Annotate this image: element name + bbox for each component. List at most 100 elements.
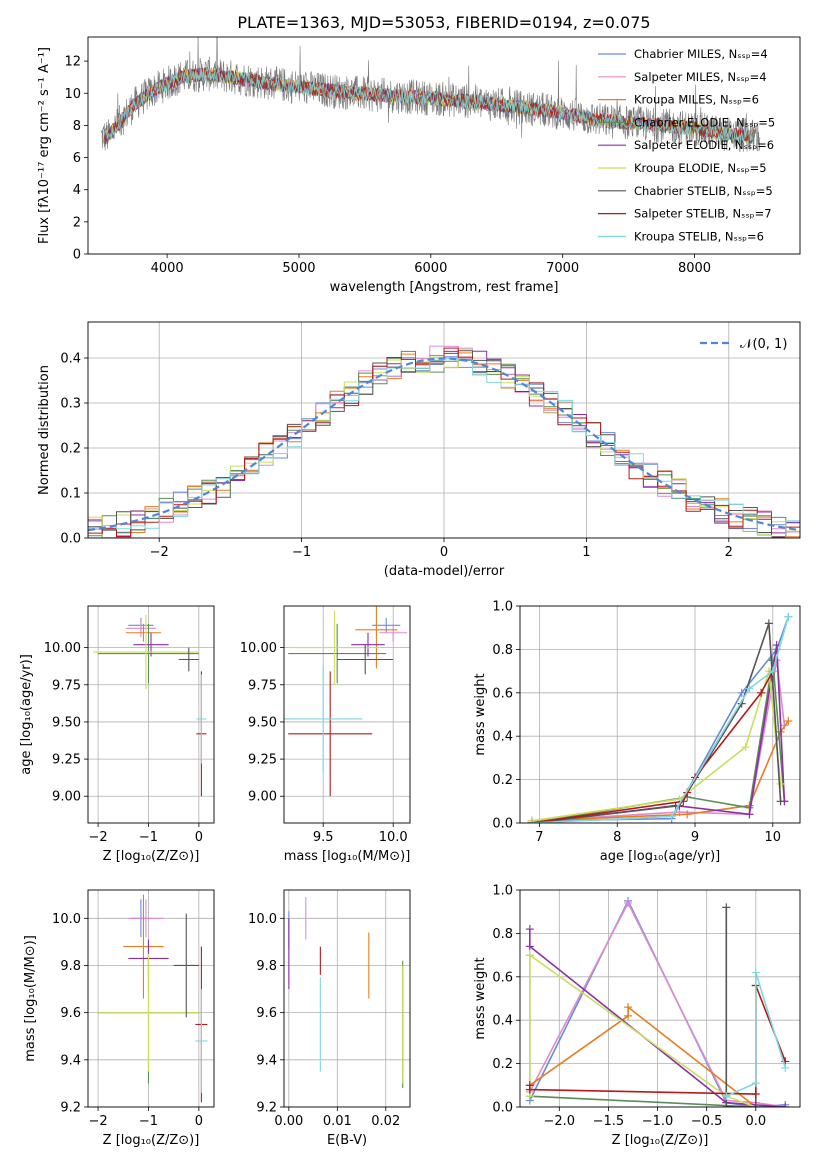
y-tick-label: 0.0 [492, 817, 513, 832]
series-line-7 [531, 670, 774, 823]
x-tick-label: −2 [88, 1114, 107, 1129]
series-point [525, 942, 534, 951]
plot-area [520, 606, 800, 823]
residual-histogram-8 [88, 358, 800, 538]
plot-area [88, 606, 214, 823]
series-point [751, 1103, 760, 1107]
series-line-8 [531, 616, 790, 823]
x-tick-label: 0 [440, 545, 448, 560]
series-point [781, 1103, 790, 1107]
y-tick-label: 10.00 [44, 641, 81, 656]
legend-entry: Kroupa STELIB, Nₛₛₚ=6 [634, 229, 764, 243]
series-point [683, 810, 692, 819]
axes-frame [283, 605, 411, 824]
y-tick-label: 0.2 [60, 442, 81, 457]
series-point [751, 1089, 760, 1098]
x-tick-label: 1 [582, 545, 590, 560]
series-line-6 [725, 907, 757, 1107]
y-tick-label: 9.00 [52, 790, 81, 805]
x-tick-label: 8 [613, 830, 621, 845]
series-point [624, 1011, 633, 1020]
x-axis-label: age [log₁₀(age/yr)] [600, 849, 721, 864]
y-tick-label: 9.50 [248, 715, 277, 730]
legend-entry: Chabrier MILES, Nₛₛₚ=4 [634, 47, 768, 61]
y-tick-label: 9.75 [248, 678, 277, 693]
x-tick-label: −2.0 [544, 1114, 576, 1129]
axes-frame [519, 889, 801, 1108]
y-tick-label: 0.4 [492, 730, 513, 745]
legend-entry: Salpeter ELODIE, Nₛₛₚ=6 [634, 138, 774, 152]
plot-area [520, 890, 800, 1107]
panel-massweight-vs-age: 7 8 9 10 0.0 0.2 0.4 0.6 0.8 1.0 age [log₁₀(age/yr… [473, 600, 801, 864]
series-point [781, 1063, 790, 1072]
plot-area [100, 37, 761, 153]
series-point [667, 812, 676, 821]
y-tick-label: 9.8 [256, 959, 277, 974]
y-tick-label: 10.0 [248, 912, 277, 927]
x-tick-label: 9.5 [313, 830, 334, 845]
series-line-6 [531, 623, 782, 823]
x-axis-label: (data-model)/error [384, 564, 505, 579]
x-tick-label: 0.02 [371, 1114, 400, 1129]
legend-entry: Chabrier STELIB, Nₛₛₚ=5 [634, 184, 773, 198]
x-tick-label: 4000 [151, 261, 184, 276]
x-tick-label: 0 [195, 830, 203, 845]
series-point [772, 641, 781, 650]
panel-residuals: −2 −1 0 1 2 0.0 0.1 0.2 0.3 0.4 (data-model)/error… [37, 321, 801, 579]
series-point [525, 925, 534, 934]
x-tick-label: 0.01 [323, 1114, 352, 1129]
plot-area [88, 322, 800, 538]
x-tick-label: 10.0 [379, 830, 408, 845]
y-axis-label: mass weight [473, 673, 488, 755]
x-tick-label: −2 [88, 830, 107, 845]
x-tick-label: 2 [725, 545, 733, 560]
y-tick-label: 9.8 [60, 959, 81, 974]
y-tick-label: 8 [73, 119, 81, 134]
series-point [784, 717, 793, 726]
series-line-5 [531, 670, 782, 822]
plot-area [284, 890, 410, 1107]
x-tick-label: −0.5 [691, 1114, 723, 1129]
legend-entry: Salpeter MILES, Nₛₛₚ=4 [634, 70, 767, 84]
y-tick-label: 0.2 [492, 1057, 513, 1072]
x-tick-label: 9 [691, 830, 699, 845]
chart-title: PLATE=1363, MJD=53053, FIBERID=0194, z=0… [237, 13, 650, 32]
panel-age-vs-mass: 9.5 10.0 9.00 9.25 9.50 9.75 10.00 mass [log₁₀(… [240, 605, 411, 864]
series-point [745, 810, 754, 819]
series-line-0 [531, 616, 790, 822]
y-axis-label: Flux [fλ10⁻¹⁷ erg cm⁻² s⁻¹ A⁻¹] [37, 47, 52, 244]
plot-area [284, 606, 410, 823]
x-tick-label: −1 [139, 1114, 158, 1129]
series-line-1 [531, 660, 786, 822]
axes-frame [87, 889, 215, 1108]
y-tick-label: 9.2 [256, 1101, 277, 1116]
y-tick-label: 9.00 [248, 790, 277, 805]
series-line-4 [531, 644, 786, 823]
legend-entry: Salpeter STELIB, Nₛₛₚ=7 [634, 207, 772, 221]
legend-entry: 𝒩(0, 1) [740, 337, 787, 352]
series-point [722, 1103, 731, 1107]
series-line-8 [725, 972, 787, 1097]
plot-area [88, 890, 214, 1107]
model-spectrum-8 [103, 67, 754, 143]
y-tick-label: 0.6 [492, 970, 513, 985]
series-point [751, 968, 760, 977]
y-tick-label: 12 [64, 55, 81, 70]
legend-entry: Kroupa ELODIE, Nₛₛₚ=5 [634, 161, 767, 175]
series-point [737, 688, 746, 697]
series-point [784, 612, 793, 621]
axes-frame [519, 605, 801, 824]
x-tick-label: −1 [139, 830, 158, 845]
series-point [527, 819, 536, 823]
y-tick-label: 10.0 [52, 912, 81, 927]
y-axis-label: mass [log₁₀(M/M⊙)] [23, 935, 38, 1062]
y-tick-label: 0.0 [60, 532, 81, 547]
series-point [722, 1092, 731, 1101]
x-tick-label: 10 [765, 830, 782, 845]
y-tick-label: 0.2 [492, 773, 513, 788]
y-tick-label: 0.3 [60, 397, 81, 412]
panel-mass-vs-EBV: 0.00 0.01 0.02 9.2 9.4 9.6 9.8 10.0 E(B-V) [248, 889, 411, 1148]
y-tick-label: 0.6 [492, 686, 513, 701]
y-tick-label: 0.0 [492, 1101, 513, 1116]
